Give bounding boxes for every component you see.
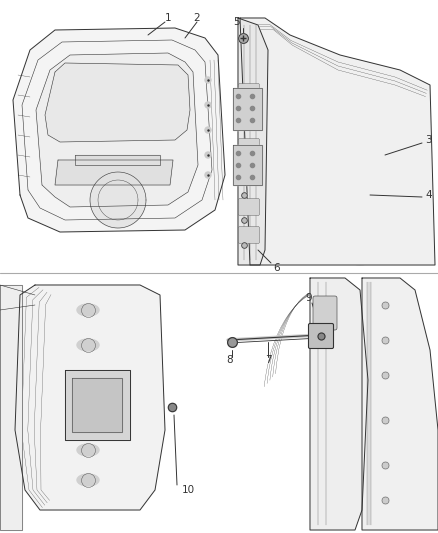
Circle shape [205,77,211,83]
Ellipse shape [77,444,99,456]
Polygon shape [238,18,268,265]
Text: 6: 6 [273,263,279,273]
Polygon shape [310,278,368,530]
Circle shape [205,127,211,133]
FancyBboxPatch shape [313,296,337,330]
Polygon shape [233,88,262,130]
Text: 2: 2 [193,13,200,23]
Polygon shape [233,145,262,185]
Polygon shape [55,160,173,185]
Text: 5: 5 [234,17,240,27]
Text: 3: 3 [425,135,431,145]
Text: 8: 8 [227,355,233,365]
Polygon shape [13,28,225,232]
FancyBboxPatch shape [239,139,259,156]
Circle shape [205,102,211,108]
Text: 10: 10 [182,485,195,495]
Ellipse shape [77,304,99,316]
Ellipse shape [77,409,99,421]
Text: 9: 9 [305,293,311,303]
Ellipse shape [77,339,99,351]
Text: 1: 1 [165,13,172,23]
Polygon shape [15,285,165,510]
Polygon shape [45,63,190,142]
Polygon shape [90,172,146,228]
Polygon shape [0,285,22,530]
Circle shape [205,152,211,158]
Polygon shape [36,53,198,207]
Polygon shape [75,155,160,165]
Polygon shape [72,378,122,432]
Ellipse shape [77,474,99,486]
FancyBboxPatch shape [308,324,333,349]
Polygon shape [240,18,435,265]
FancyBboxPatch shape [239,198,259,215]
Polygon shape [65,370,130,440]
Circle shape [205,172,211,178]
FancyBboxPatch shape [239,164,259,181]
Polygon shape [362,278,438,530]
FancyBboxPatch shape [239,227,259,244]
FancyBboxPatch shape [239,109,259,125]
FancyBboxPatch shape [239,84,259,101]
Text: 4: 4 [425,190,431,200]
Ellipse shape [77,374,99,386]
Text: 7: 7 [265,355,271,365]
